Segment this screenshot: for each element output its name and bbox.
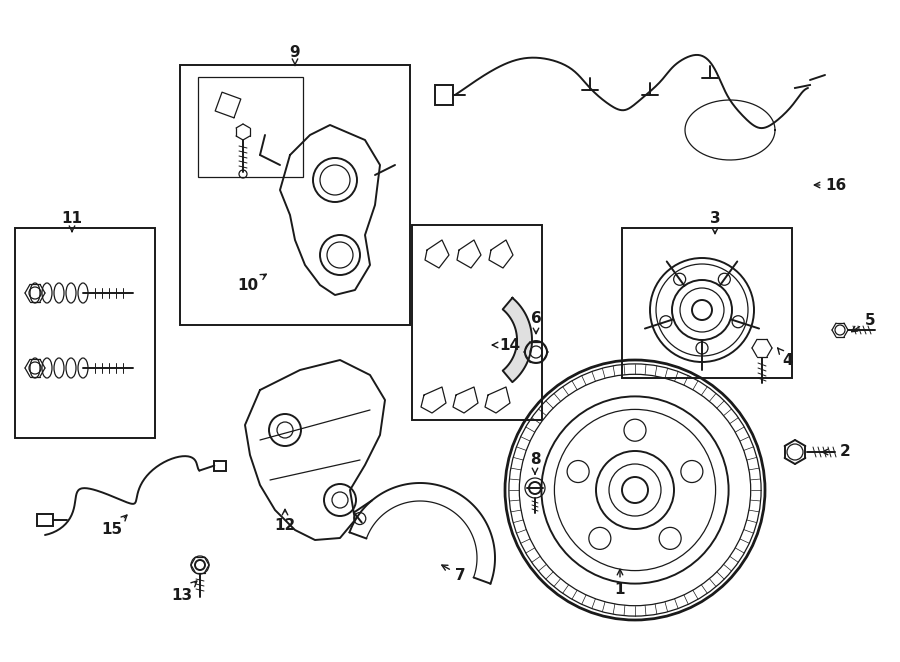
Text: 1: 1 [615,569,626,598]
Bar [198,77,303,177]
Bar [412,225,542,420]
Bar [435,85,453,105]
Bar [180,65,410,325]
Text: 7: 7 [442,565,465,583]
Polygon shape [503,298,532,382]
Text: 5: 5 [851,312,876,332]
Text: 8: 8 [530,453,540,474]
Text: 16: 16 [814,177,847,193]
Text: 9: 9 [290,44,301,65]
Text: 6: 6 [531,310,542,334]
Text: 2: 2 [823,444,850,459]
Bar [214,461,226,471]
Text: 12: 12 [274,509,295,532]
Text: 14: 14 [492,338,520,352]
Bar [37,514,53,526]
Text: 3: 3 [710,211,720,234]
Circle shape [622,477,648,503]
Text: 15: 15 [102,515,127,538]
Text: 10: 10 [238,274,266,293]
Bar [15,228,155,438]
Text: 13: 13 [171,581,197,602]
Text: 11: 11 [61,211,83,232]
Bar [622,228,792,378]
Text: 4: 4 [778,348,793,367]
